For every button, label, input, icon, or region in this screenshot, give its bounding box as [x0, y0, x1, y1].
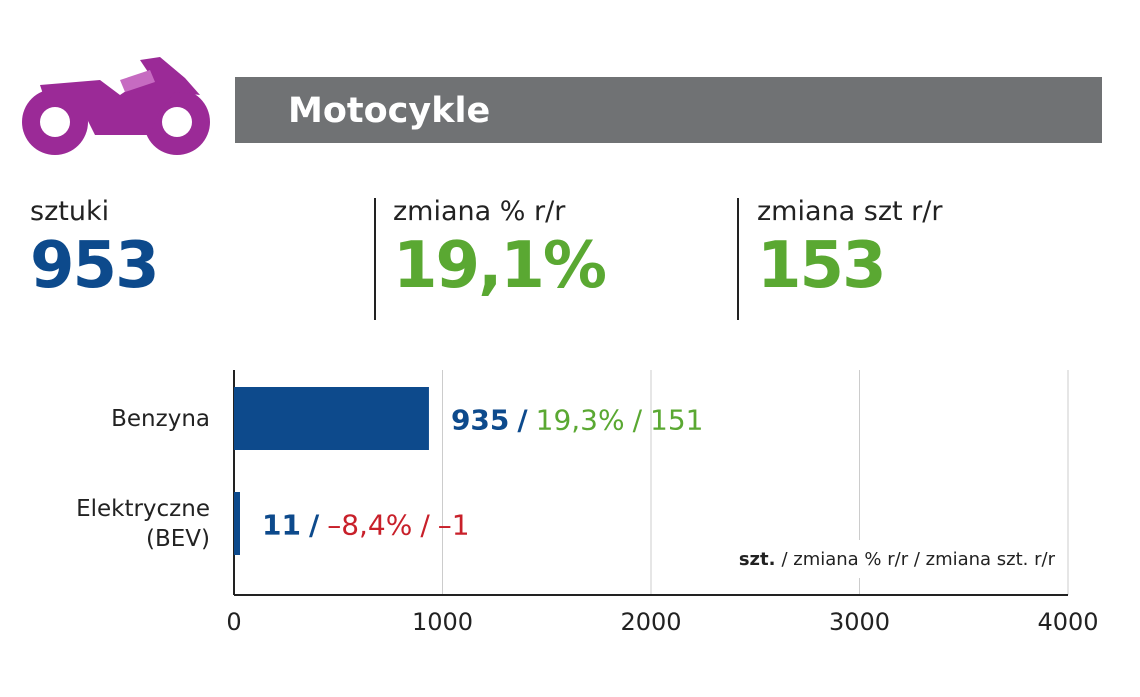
legend-note-text: / zmiana % r/r / zmiana szt. r/r [781, 549, 1055, 570]
stat: zmiana szt r/r 153 [757, 196, 942, 305]
change-pct-label: –8,4% [327, 509, 412, 542]
x-tick-label: 0 [226, 608, 241, 636]
note-background [660, 540, 1060, 578]
stat: zmiana % r/r 19,1% [393, 196, 607, 305]
separator: / [309, 509, 320, 542]
value-label: 11 [262, 509, 301, 542]
change-units-label: 151 [650, 404, 703, 437]
x-tick-label: 1000 [412, 608, 473, 636]
stat-value: 953 [30, 229, 160, 303]
bar [234, 492, 240, 555]
x-tick-label: 3000 [829, 608, 890, 636]
y-tick-label: Benzyna [111, 405, 210, 432]
legend-note: szt. / zmiana % r/r / zmiana szt. r/r [739, 549, 1056, 570]
y-tick-label: Elektryczne (BEV) [76, 495, 210, 552]
divider [374, 198, 376, 320]
stat-label: zmiana szt r/r [757, 196, 943, 227]
data-label: 935/19,3%/151 [451, 404, 704, 437]
divider [737, 198, 739, 320]
x-tick-label: 2000 [620, 608, 681, 636]
category-label-box: Elektryczne (BEV) [20, 492, 210, 555]
title-bar [235, 77, 1102, 143]
stat-value: 19,1% [393, 229, 607, 303]
separator: / [420, 509, 430, 542]
separator: / [517, 404, 528, 437]
category-label-box: Benzyna [20, 387, 210, 450]
stat-label: zmiana % r/r [393, 196, 566, 227]
motorcycle-icon [22, 57, 210, 155]
stat: sztuki 953 [30, 196, 160, 305]
title: Motocykle [288, 91, 490, 131]
change-pct-label: 19,3% [536, 404, 625, 437]
stat-label: sztuki [30, 196, 110, 227]
data-label: 11/–8,4% / –1 [262, 509, 470, 542]
value-label: 935 [451, 404, 509, 437]
legend-note-bold: szt. [739, 549, 776, 570]
bar [234, 387, 429, 450]
stat-value: 153 [757, 229, 887, 303]
x-tick-label: 4000 [1037, 608, 1098, 636]
change-units-label: –1 [438, 509, 470, 542]
separator: / [633, 404, 643, 437]
